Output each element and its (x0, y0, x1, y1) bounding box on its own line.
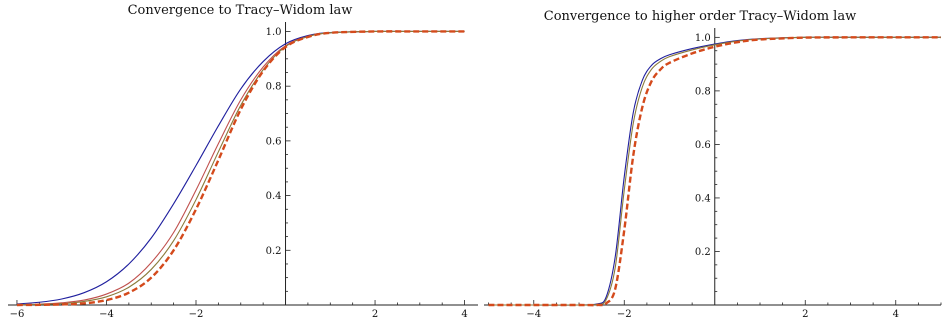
x-tick-label: 2 (802, 309, 808, 320)
chart-title: Convergence to higher order Tracy–Widom … (544, 9, 856, 24)
y-tick-label: 0.8 (266, 82, 282, 93)
y-tick-label: 1.0 (266, 27, 282, 38)
x-tick-label: −4 (526, 309, 541, 320)
series-line-4 (16, 30, 465, 307)
y-tick-label: 1.0 (695, 33, 711, 44)
x-tick-label: 4 (893, 309, 899, 320)
x-tick-label: −2 (617, 309, 632, 320)
series-line-1 (16, 30, 465, 305)
y-tick-label: 0.2 (695, 247, 711, 258)
series-line-3 (16, 30, 465, 306)
y-tick-label: 0.6 (695, 140, 711, 151)
x-tick-label: 2 (372, 309, 378, 320)
y-tick-label: 0.4 (695, 193, 711, 204)
chart-higher-order-tracy-widom: Convergence to higher order Tracy–Widom … (484, 9, 942, 320)
chart-title: Convergence to Tracy–Widom law (128, 3, 353, 18)
x-tick-label: 4 (461, 309, 467, 320)
series-line-3 (488, 36, 941, 307)
x-tick-label: −2 (189, 309, 204, 320)
y-tick-label: 0.8 (695, 86, 711, 97)
y-tick-label: 0.6 (266, 136, 282, 147)
y-tick-label: 0.4 (266, 191, 282, 202)
y-tick-label: 0.2 (266, 246, 282, 257)
series-line-2 (16, 30, 465, 306)
x-tick-label: −6 (10, 309, 25, 320)
x-tick-label: −4 (99, 309, 114, 320)
chart-tracy-widom: Convergence to Tracy–Widom law −6 −4 −2 2 4 0… (8, 3, 478, 320)
